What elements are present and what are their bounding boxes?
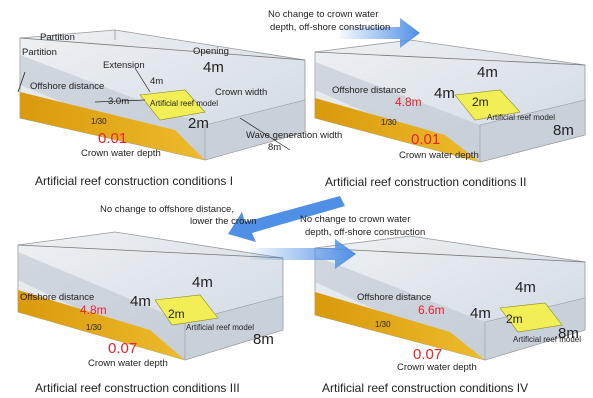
crown-width-label: Crown width <box>215 87 267 98</box>
partition-side-label: Partition <box>22 47 57 58</box>
crown-depth-label: Crown water depth <box>397 362 477 373</box>
slope-label: 1/30 <box>91 117 107 126</box>
offshore-distance-label: Offshore distance <box>20 292 94 303</box>
distance-value: 3.0m <box>108 96 129 107</box>
opening-value: 4m <box>203 59 224 76</box>
partition-top-label: Partition <box>40 32 75 43</box>
distance-value: 6.6m <box>418 303 445 317</box>
caption-4: Artificial reef construction conditions … <box>322 381 528 395</box>
crown-value: 2m <box>188 115 209 132</box>
caption-3: Artificial reef construction conditions … <box>35 381 240 395</box>
arrow-3-line-2: depth, off-shore construction <box>305 227 425 238</box>
width-value: 8m <box>253 331 274 348</box>
wave-width-value: 8m <box>268 142 281 153</box>
transition-arrow-3: No change to crown water depth, off-shor… <box>250 214 425 269</box>
crown-depth-value: 0.01 <box>411 131 440 148</box>
arrow-1-line-1: No change to crown water <box>268 9 378 20</box>
crown-depth-label: Crown water depth <box>399 150 479 161</box>
crown-depth-value: 0.07 <box>108 340 137 357</box>
crown-value: 2m <box>472 95 489 109</box>
reef-label: Artificial reef model <box>186 323 254 332</box>
slope-label: 1/30 <box>375 320 391 329</box>
reef-label: Artificial reef model <box>513 335 581 344</box>
crown-depth-label: Crown water depth <box>81 148 161 159</box>
panel-1: Partition Partition Offshore distance Ex… <box>17 29 342 188</box>
extension-label: Extension <box>103 60 145 71</box>
distance-value: 4.8m <box>395 95 422 109</box>
artificial-reef-1 <box>139 89 206 121</box>
width-value: 8m <box>558 325 579 342</box>
extension-value: 4m <box>434 85 455 102</box>
artificial-reef-4 <box>499 302 563 333</box>
arrow-1-line-2: depth, off-shore construction <box>270 22 390 33</box>
distance-value: 4.8m <box>80 303 107 317</box>
artificial-reef-3 <box>154 294 219 326</box>
arrow-2-line-1: No change to offshore distance, <box>100 204 234 215</box>
artificial-reef-2 <box>454 89 521 121</box>
reef-label: Artificial reef model <box>150 99 218 108</box>
wave-width-label: Wave generation width <box>246 130 342 141</box>
panel-3: Offshore distance 4.8m 4m 4m 2m Artifici… <box>17 231 284 395</box>
reef-label: Artificial reef model <box>487 113 555 122</box>
extension-value: 4m <box>130 293 151 310</box>
crown-value: 2m <box>506 312 523 326</box>
crown-depth-value: 0.01 <box>98 130 127 147</box>
tank-2 <box>314 39 586 163</box>
transition-arrow-1: No change to crown water depth, off-shor… <box>268 9 420 48</box>
slope-label: 1/30 <box>86 323 102 332</box>
width-value: 8m <box>553 122 574 139</box>
tank-3 <box>17 231 284 361</box>
opening-value: 4m <box>477 64 498 81</box>
caption-1: Artificial reef construction conditions … <box>35 174 233 188</box>
offshore-distance-label: Offshore distance <box>332 85 406 96</box>
slope-label: 1/30 <box>381 118 397 127</box>
extension-value: 4m <box>150 76 163 87</box>
crown-depth-value: 0.07 <box>413 346 442 363</box>
arrow-2-line-2: lower the crown <box>190 216 257 227</box>
offshore-distance-label: Offshore distance <box>30 81 104 92</box>
opening-value: 4m <box>515 279 536 296</box>
crown-value: 2m <box>168 307 185 321</box>
opening-label: Opening <box>193 46 229 57</box>
transition-arrow-2: No change to offshore distance, lower th… <box>100 196 345 242</box>
opening-value: 4m <box>192 274 213 291</box>
panel-4: Offshore distance 6.6m 4m 4m 2m Artifici… <box>314 235 586 395</box>
offshore-distance-label: Offshore distance <box>357 292 431 303</box>
arrow-3-line-1: No change to crown water <box>300 214 410 225</box>
caption-2: Artificial reef construction conditions … <box>325 175 526 189</box>
crown-depth-label: Crown water depth <box>88 358 168 369</box>
panel-2: Offshore distance 4.8m 4m 4m 2m Artifici… <box>314 39 586 189</box>
extension-value: 4m <box>470 305 491 322</box>
